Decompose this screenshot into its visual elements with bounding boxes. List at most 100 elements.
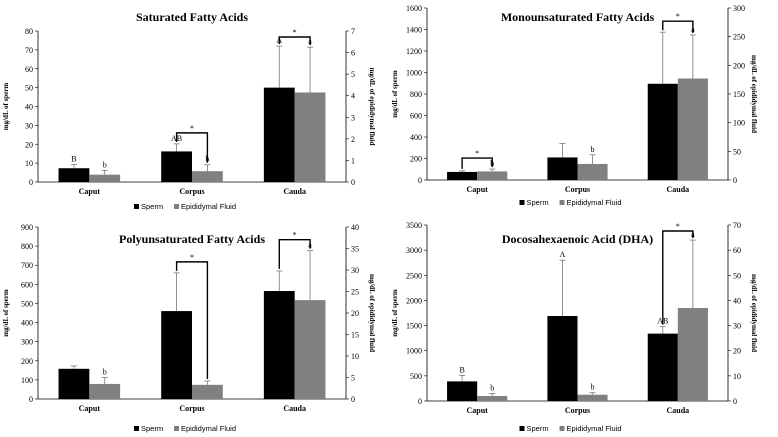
legend-swatch <box>174 204 179 209</box>
category-label: Corpus <box>565 185 590 194</box>
category-label: Cauda <box>283 404 306 413</box>
tick-label-left: 500 <box>21 299 33 308</box>
tick-label-right: 150 <box>733 90 745 99</box>
significance-bracket <box>461 157 493 169</box>
y-axis-label-right: mg/dL of epididymal fluid <box>750 55 758 133</box>
legend-swatch <box>134 204 139 209</box>
legend-label: Epididymal Fluid <box>181 202 236 211</box>
legend-label: Epididymal Fluid <box>567 424 622 433</box>
category-label: Caput <box>79 404 101 413</box>
bar <box>161 151 192 182</box>
group-letter: b <box>490 383 494 392</box>
tick-label-right: 10 <box>351 352 359 361</box>
group-letter: b <box>103 368 107 377</box>
category-label: Caput <box>466 185 488 194</box>
tick-label-right: 0 <box>351 395 355 404</box>
significance-asterisk: * <box>676 222 680 231</box>
y-axis-label-left: mg/dL of sperm <box>2 289 10 337</box>
tick-label-left: 1000 <box>406 69 422 78</box>
legend-swatch <box>134 426 139 431</box>
tick-label-left: 1400 <box>406 26 422 35</box>
tick-label-right: 10 <box>733 372 741 381</box>
tick-label-right: 50 <box>733 271 741 280</box>
tick-label-right: 25 <box>351 288 359 297</box>
tick-label-left: 0 <box>29 395 33 404</box>
bar <box>477 395 508 401</box>
category-label: Cauda <box>283 187 306 196</box>
chart-title: Docosahexaenoic Acid (DHA) <box>502 232 653 246</box>
tick-label-right: 6 <box>351 49 355 58</box>
bar <box>294 300 326 399</box>
tick-label-right: 40 <box>351 223 359 232</box>
significance-bracket <box>662 20 694 33</box>
bar <box>577 163 608 180</box>
tick-label-right: 300 <box>733 4 745 13</box>
bar <box>477 171 508 180</box>
tick-label-right: 50 <box>733 147 741 156</box>
significance-bracket <box>278 36 311 46</box>
tick-label-right: 0 <box>733 176 737 185</box>
tick-label-left: 200 <box>21 357 33 366</box>
legend-swatch <box>559 200 565 205</box>
tick-label-right: 1 <box>351 156 355 165</box>
significance-bracket <box>175 261 209 379</box>
significance-bracket <box>278 238 311 269</box>
tick-label-right: 30 <box>733 322 741 331</box>
bar <box>263 87 295 182</box>
tick-label-right: 20 <box>351 309 359 318</box>
tick-label-left: 1000 <box>406 347 422 356</box>
group-letter: b <box>103 160 107 169</box>
bar <box>89 174 121 182</box>
tick-label-left: 800 <box>21 242 33 251</box>
bar <box>577 394 608 401</box>
tick-label-left: 0 <box>29 178 33 187</box>
chart-1: Saturated Fatty Acids 0 10 20 30 40 50 60 70 80 0 1… <box>2 10 376 211</box>
tick-label-right: 15 <box>351 331 359 340</box>
significance-asterisk: * <box>190 124 194 133</box>
legend-label: Sperm <box>527 198 549 207</box>
tick-label-right: 20 <box>733 347 741 356</box>
tick-label-right: 0 <box>733 397 737 406</box>
y-axis-label-left: mg/dL of sperm <box>391 70 399 118</box>
legend-swatch <box>519 426 525 431</box>
bar <box>58 168 90 182</box>
legend-label: Epididymal Fluid <box>567 198 622 207</box>
group-letter: B <box>71 154 76 163</box>
tick-label-left: 80 <box>25 27 33 36</box>
tick-label-left: 60 <box>25 65 33 74</box>
tick-label-left: 400 <box>410 133 422 142</box>
tick-label-left: 500 <box>410 372 422 381</box>
legend-label: Sperm <box>141 424 163 433</box>
tick-label-left: 100 <box>21 376 33 385</box>
tick-label-left: 900 <box>21 223 33 232</box>
tick-label-right: 4 <box>351 92 355 101</box>
tick-label-left: 700 <box>21 261 33 270</box>
tick-label-left: 3500 <box>406 221 422 230</box>
tick-label-left: 1500 <box>406 322 422 331</box>
chart-3: Polyunsaturated Fatty Acids0100200300400… <box>2 223 376 433</box>
significance-bracket <box>662 230 694 325</box>
y-axis-label-left: mg/dL of sperm <box>2 83 10 131</box>
tick-label-right: 100 <box>733 119 745 128</box>
bar <box>192 384 223 399</box>
tick-label-left: 20 <box>25 140 33 149</box>
tick-label-right: 5 <box>351 70 355 79</box>
bar <box>263 291 295 399</box>
tick-label-left: 1600 <box>406 4 422 13</box>
bar <box>647 333 678 401</box>
tick-label-left: 600 <box>410 112 422 121</box>
tick-label-left: 0 <box>418 176 422 185</box>
group-letter: A <box>560 250 566 259</box>
tick-label-right: 70 <box>733 221 741 230</box>
tick-label-left: 2000 <box>406 296 422 305</box>
tick-label-right: 30 <box>351 266 359 275</box>
tick-label-left: 300 <box>21 338 33 347</box>
category-label: Cauda <box>666 185 689 194</box>
y-axis-label-right: mg/dL of epididymal fluid <box>368 68 376 146</box>
tick-label-right: 7 <box>351 27 355 36</box>
tick-label-right: 60 <box>733 246 741 255</box>
tick-label-left: 1200 <box>406 47 422 56</box>
group-letter: B <box>459 365 464 374</box>
y-axis-label-right: mg/dL of epididymal fluid <box>750 274 758 352</box>
